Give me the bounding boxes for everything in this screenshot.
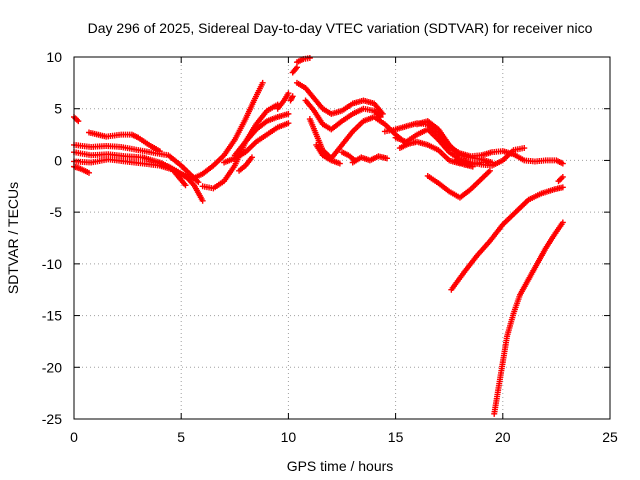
data-point — [559, 160, 566, 167]
series-arc20 — [339, 149, 358, 164]
y-axis-label: SDTVAR / TECUs — [5, 182, 21, 294]
y-tick-label: 5 — [54, 101, 62, 117]
series-arc13 — [289, 64, 300, 76]
y-tick-label: -10 — [42, 256, 62, 272]
data-point — [285, 120, 292, 127]
data-point — [521, 145, 528, 152]
x-tick-label: 10 — [281, 429, 297, 445]
series-arc28 — [448, 184, 566, 293]
series-arc19 — [313, 141, 343, 167]
series-arc27 — [424, 167, 493, 201]
data-point — [75, 118, 82, 125]
series-arc12 — [274, 90, 292, 112]
x-tick-label: 5 — [177, 429, 185, 445]
data-point — [285, 110, 292, 117]
data-point — [559, 219, 566, 226]
y-tick-label: 10 — [46, 49, 62, 65]
data-point — [384, 155, 391, 162]
data-point — [293, 64, 300, 71]
data-point — [199, 197, 206, 204]
y-tick-label: -5 — [50, 204, 63, 220]
data-point — [195, 179, 202, 186]
series-arc26 — [452, 157, 476, 170]
data-point — [469, 163, 476, 170]
series-arc2 — [86, 129, 163, 155]
series-arc30 — [491, 219, 566, 417]
data-point — [489, 159, 496, 166]
y-tick-label: 0 — [54, 152, 62, 168]
y-tick-label: -20 — [42, 359, 62, 375]
series-arc16 — [293, 79, 386, 117]
series-arc7 — [156, 79, 266, 183]
data-point — [289, 93, 296, 100]
series-arc9 — [221, 120, 292, 166]
series-arc17 — [302, 97, 384, 133]
data-point — [559, 184, 566, 191]
data-point — [259, 79, 266, 86]
data-point — [336, 160, 343, 167]
series-arc15 — [293, 55, 313, 66]
y-tick-label: -25 — [42, 411, 62, 427]
data-point — [559, 173, 566, 180]
x-tick-label: 20 — [495, 429, 511, 445]
series-arc29 — [555, 173, 566, 185]
series-arc21 — [349, 153, 391, 166]
y-tick-label: -15 — [42, 308, 62, 324]
data-point — [306, 55, 313, 62]
data-point — [182, 182, 189, 189]
data-point — [292, 65, 299, 72]
series-arc10 — [231, 110, 292, 159]
x-tick-label: 15 — [388, 429, 404, 445]
series-arc25 — [414, 118, 496, 166]
chart-title: Day 296 of 2025, Sidereal Day-to-day VTE… — [88, 20, 593, 36]
data-point — [486, 167, 493, 174]
data-point — [248, 154, 255, 161]
series-arc3 — [71, 141, 202, 186]
series-arc11 — [236, 154, 255, 174]
x-tick-label: 25 — [602, 429, 618, 445]
x-axis-label: GPS time / hours — [287, 458, 394, 474]
data-points — [71, 55, 566, 417]
data-point — [285, 90, 292, 97]
series-arc14 — [287, 93, 296, 104]
plot-frame — [73, 56, 611, 420]
series-arc24 — [396, 138, 485, 168]
axis-ticks: 0 5 10 15 20 25 -25 -20 -15 -10 -5 0 5 10 — [42, 49, 618, 445]
x-tick-label: 0 — [70, 429, 78, 445]
series-arc1 — [71, 113, 82, 125]
data-point — [86, 169, 93, 176]
